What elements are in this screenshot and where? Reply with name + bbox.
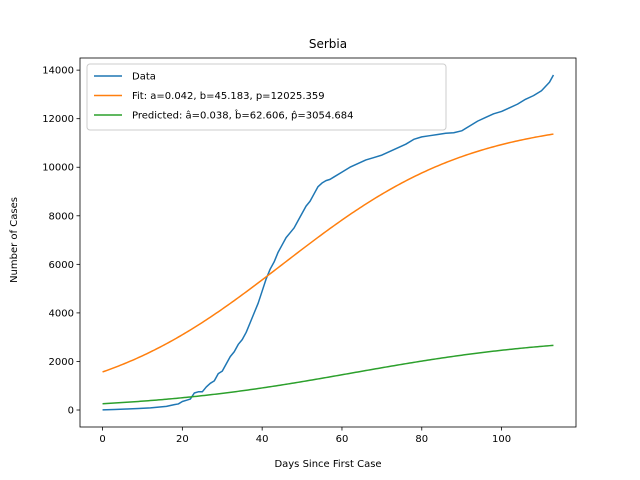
legend-box — [86, 63, 447, 131]
axes: 0 20 40 60 80 100 0 2000 4000 6000 8000 10000 12000 1… — [42, 57, 577, 445]
legend-label-1: Data — [132, 72, 156, 83]
series-line-2 — [102, 133, 554, 373]
x-axis-label: Days Since First Case — [274, 459, 381, 470]
series-line-1 — [102, 74, 555, 411]
y-tick-label: 14000 — [42, 66, 74, 77]
y-tick-label: 12000 — [42, 114, 74, 125]
x-tick-label: 60 — [336, 434, 349, 445]
x-tick-label: 80 — [415, 434, 428, 445]
chart-title: Serbia — [309, 37, 347, 51]
y-tick-label: 8000 — [49, 211, 74, 222]
y-axis-label: Number of Cases — [9, 197, 20, 283]
y-tick-label: 2000 — [49, 357, 74, 368]
legend-label-3: Predicted: â=0.038, b̂=62.606, p̂=3054.6… — [132, 109, 354, 122]
legend: Data Fit: a=0.042, b=45.183, p=12025.359 P… — [86, 63, 447, 131]
axes-frame — [79, 57, 577, 428]
x-tick-label: 40 — [256, 434, 269, 445]
y-tick-label: 6000 — [49, 260, 74, 271]
y-tick-label: 0 — [68, 406, 74, 417]
y-tick-label: 4000 — [49, 308, 74, 319]
legend-label-2: Fit: a=0.042, b=45.183, p=12025.359 — [132, 91, 325, 102]
x-tick-label: 100 — [492, 434, 511, 445]
x-tick-label: 20 — [176, 434, 189, 445]
x-tick-label: 0 — [99, 434, 105, 445]
plot-area — [102, 74, 555, 411]
y-tick-label: 10000 — [42, 163, 74, 174]
series-line-3 — [102, 344, 554, 405]
